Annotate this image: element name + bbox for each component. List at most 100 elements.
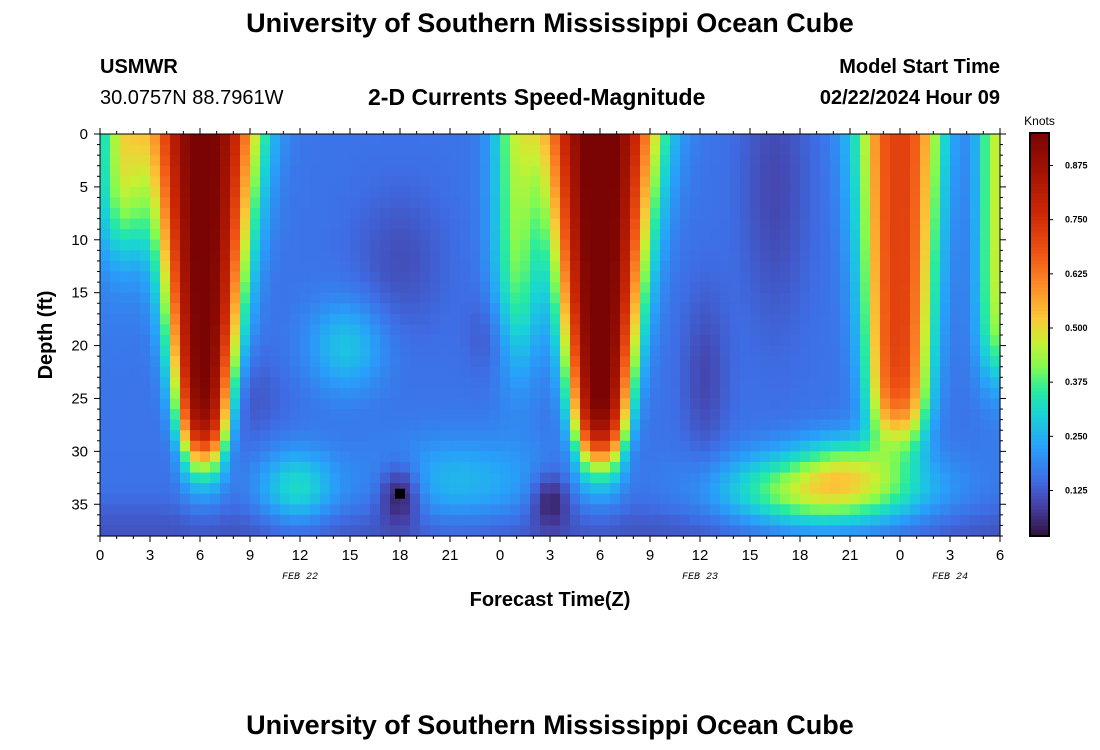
heatmap-cell xyxy=(470,144,481,156)
heatmap-cell xyxy=(800,356,811,368)
heatmap-cell xyxy=(670,356,681,368)
heatmap-cell xyxy=(740,514,751,527)
heatmap-cell xyxy=(500,430,511,442)
heatmap-cell xyxy=(390,250,401,262)
heatmap-cell xyxy=(250,229,261,241)
heatmap-cell xyxy=(950,461,961,474)
heatmap-cell xyxy=(350,144,361,156)
heatmap-cell xyxy=(330,165,341,177)
heatmap-cell xyxy=(630,155,641,167)
heatmap-cell xyxy=(870,303,881,315)
heatmap-cell xyxy=(470,398,481,410)
heatmap-cell xyxy=(900,208,911,220)
heatmap-cell xyxy=(260,250,271,262)
heatmap-cell xyxy=(430,419,441,431)
heatmap-cell xyxy=(370,324,381,336)
heatmap-cell xyxy=(690,493,701,505)
heatmap-cell xyxy=(850,335,861,347)
heatmap-cell xyxy=(220,229,231,241)
heatmap-cell xyxy=(130,134,141,146)
heatmap-cell xyxy=(880,419,891,431)
colorbar-swatch xyxy=(1030,190,1049,195)
heatmap-cell xyxy=(860,208,871,220)
heatmap-cell xyxy=(210,387,221,400)
heatmap-cell xyxy=(470,514,481,527)
heatmap-cell xyxy=(630,134,641,146)
heatmap-cell xyxy=(550,239,561,251)
heatmap-cell xyxy=(560,409,571,421)
heatmap-cell xyxy=(780,419,791,431)
heatmap-cell xyxy=(770,324,781,336)
colorbar-tick-label: 0.500 xyxy=(1065,323,1088,333)
heatmap-cell xyxy=(380,419,391,431)
heatmap-cell xyxy=(580,134,591,146)
colorbar-swatch xyxy=(1030,341,1049,346)
heatmap-cell xyxy=(720,229,731,241)
heatmap-cell xyxy=(420,335,431,347)
heatmap-cell xyxy=(840,197,851,209)
heatmap-cell xyxy=(480,250,491,262)
heatmap-cell xyxy=(200,366,211,378)
heatmap-cell xyxy=(180,260,191,273)
heatmap-cell xyxy=(740,387,751,400)
heatmap-cell xyxy=(250,493,261,505)
heatmap-cell xyxy=(130,514,141,527)
heatmap-cell xyxy=(860,197,871,209)
heatmap-cell xyxy=(830,514,841,527)
heatmap-cell xyxy=(550,483,561,495)
heatmap-cell xyxy=(350,155,361,167)
heatmap-cell xyxy=(420,197,431,209)
heatmap-cell xyxy=(840,229,851,241)
heatmap-cell xyxy=(230,409,241,421)
heatmap-cell xyxy=(780,324,791,336)
heatmap-cell xyxy=(740,282,751,294)
heatmap-cell xyxy=(210,282,221,294)
heatmap-cell xyxy=(170,208,181,220)
heatmap-cell xyxy=(950,356,961,368)
heatmap-cell xyxy=(850,229,861,241)
heatmap-cell xyxy=(780,451,791,463)
heatmap-cell xyxy=(160,165,171,177)
heatmap-cell xyxy=(140,335,151,347)
heatmap-cell xyxy=(450,218,461,230)
heatmap-cell xyxy=(640,409,651,421)
heatmap-cell xyxy=(710,239,721,251)
heatmap-cell xyxy=(480,387,491,400)
heatmap-cell xyxy=(640,430,651,442)
heatmap-cell xyxy=(240,366,251,378)
heatmap-cell xyxy=(280,218,291,230)
heatmap-cell xyxy=(200,260,211,273)
heatmap-cell xyxy=(720,493,731,505)
heatmap-cell xyxy=(460,483,471,495)
heatmap-cell xyxy=(990,303,1001,315)
heatmap-cell xyxy=(480,292,491,304)
heatmap-cell xyxy=(600,271,611,283)
heatmap-cell xyxy=(790,419,801,431)
heatmap-cell xyxy=(220,271,231,283)
heatmap-cell xyxy=(720,525,731,537)
colorbar-swatch xyxy=(1030,448,1049,453)
heatmap-cell xyxy=(230,239,241,251)
heatmap-cell xyxy=(100,493,111,505)
heatmap-cell xyxy=(160,324,171,336)
heatmap-cell xyxy=(910,345,921,357)
heatmap-cell xyxy=(960,303,971,315)
heatmap-cell xyxy=(750,387,761,400)
heatmap-cell xyxy=(780,282,791,294)
heatmap-cell xyxy=(720,472,731,484)
heatmap-cell xyxy=(390,208,401,220)
heatmap-cell xyxy=(330,197,341,209)
heatmap-cell xyxy=(500,176,511,188)
heatmap-cell xyxy=(600,282,611,294)
heatmap-cell xyxy=(820,356,831,368)
heatmap-cell xyxy=(590,282,601,294)
heatmap-cell xyxy=(350,377,361,389)
heatmap-cell xyxy=(380,366,391,378)
heatmap-cell xyxy=(260,409,271,421)
heatmap-cell xyxy=(340,218,351,230)
colorbar-swatch xyxy=(1030,354,1049,359)
heatmap-cell xyxy=(980,493,991,505)
heatmap-cell xyxy=(630,335,641,347)
heatmap-cell xyxy=(730,239,741,251)
heatmap-cell xyxy=(120,525,131,537)
